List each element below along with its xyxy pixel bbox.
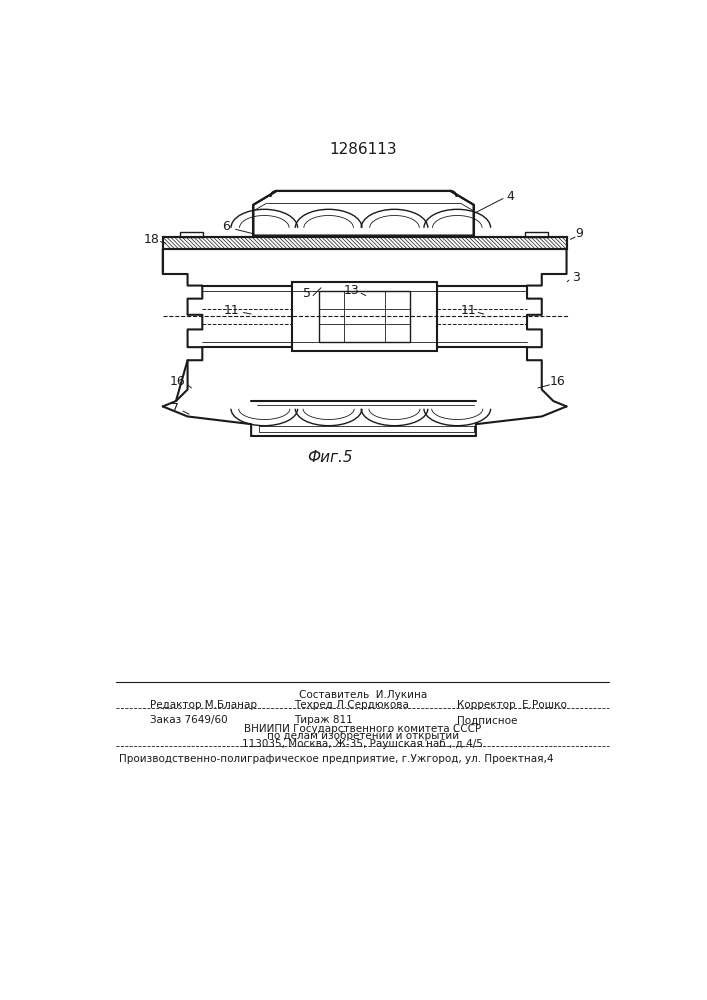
- Text: 5: 5: [303, 287, 311, 300]
- Text: Редактор М.Бланар: Редактор М.Бланар: [151, 700, 257, 710]
- Polygon shape: [253, 191, 474, 235]
- Text: Фиг.5: Фиг.5: [308, 450, 353, 465]
- Text: Подписное: Подписное: [457, 715, 517, 725]
- Text: Составитель  И.Лукина: Составитель И.Лукина: [298, 690, 427, 700]
- Polygon shape: [180, 232, 203, 237]
- Polygon shape: [320, 291, 410, 342]
- Polygon shape: [292, 282, 437, 351]
- Text: Тираж 811: Тираж 811: [293, 715, 353, 725]
- Text: 11: 11: [224, 304, 240, 317]
- Text: 13: 13: [344, 284, 360, 297]
- Text: 4: 4: [507, 190, 515, 204]
- Text: 113035, Москва, Ж-35, Раушская наб., д.4/5: 113035, Москва, Ж-35, Раушская наб., д.4…: [243, 739, 483, 749]
- Polygon shape: [525, 232, 548, 237]
- Polygon shape: [163, 237, 566, 249]
- Text: 11: 11: [460, 304, 476, 317]
- Text: 1286113: 1286113: [329, 142, 397, 157]
- Text: 6: 6: [223, 220, 230, 233]
- Text: 7: 7: [171, 402, 179, 415]
- Text: Производственно-полиграфическое предприятие, г.Ужгород, ул. Проектная,4: Производственно-полиграфическое предприя…: [119, 754, 554, 764]
- Text: 16: 16: [549, 375, 565, 388]
- Text: Корректор  Е.Рошко: Корректор Е.Рошко: [457, 700, 566, 710]
- Text: по делам изобретений и открытий: по делам изобретений и открытий: [267, 731, 459, 741]
- Text: ВНИИПИ Государственного комитета СССР: ВНИИПИ Государственного комитета СССР: [244, 724, 481, 734]
- Text: Заказ 7649/60: Заказ 7649/60: [151, 715, 228, 725]
- Text: 3: 3: [572, 271, 580, 284]
- Text: 9: 9: [575, 227, 583, 240]
- Text: Техред Л.Сердюкова: Техред Л.Сердюкова: [293, 700, 409, 710]
- Text: 16: 16: [170, 375, 185, 388]
- Text: 18: 18: [144, 233, 160, 246]
